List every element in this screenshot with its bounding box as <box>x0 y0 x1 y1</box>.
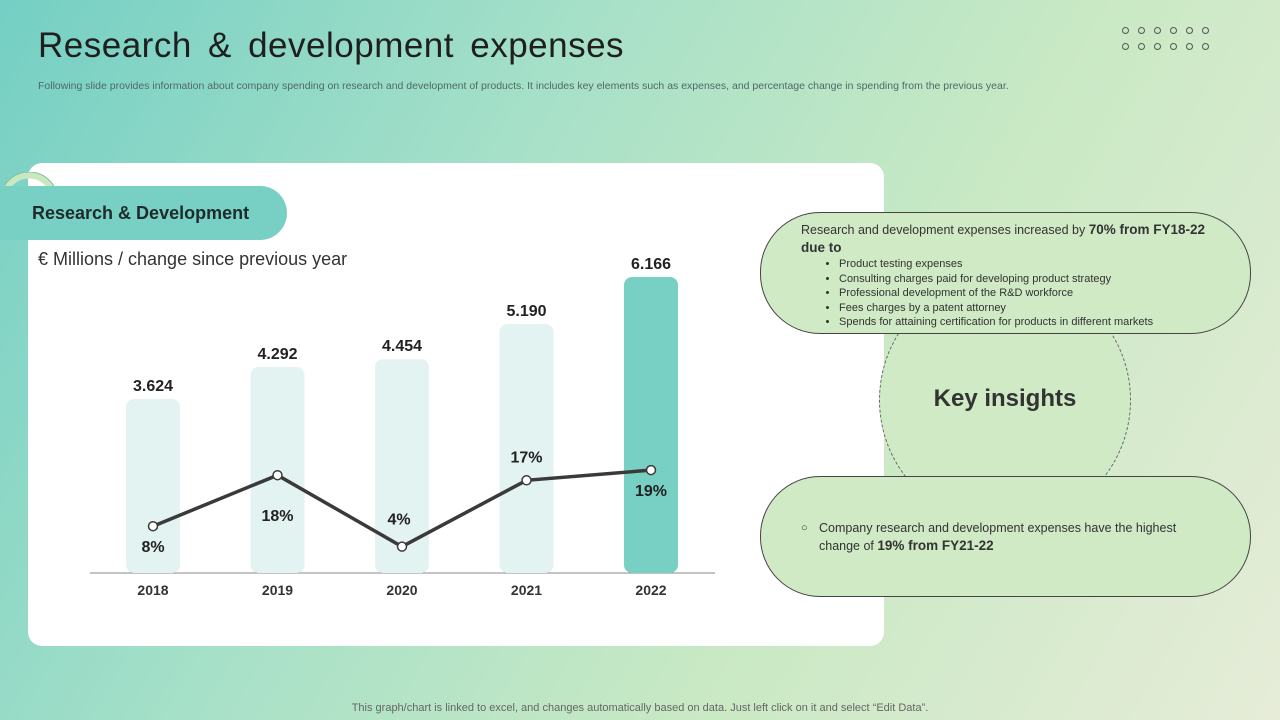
x-tick-label: 2019 <box>262 582 293 598</box>
insight-box-bottom: ○ Company research and development expen… <box>760 476 1251 597</box>
insight-box-top: Research and development expenses increa… <box>760 212 1251 334</box>
page-title: Research & development expenses <box>38 26 625 65</box>
x-tick-label: 2020 <box>386 582 417 598</box>
line-value-label: 4% <box>387 512 410 529</box>
bar-value-label: 4.454 <box>382 338 422 355</box>
line-point <box>147 520 159 532</box>
bar <box>126 399 180 573</box>
line-value-label: 8% <box>141 539 164 556</box>
insight-bullet-list: Product testing expenses Consulting char… <box>801 257 1210 330</box>
bar <box>375 359 429 573</box>
insight-lead: Research and development expenses increa… <box>801 222 1205 255</box>
bar-value-label: 3.624 <box>133 378 173 395</box>
insight-bullet: Professional development of the R&D work… <box>839 286 1210 301</box>
insight-bullet: Product testing expenses <box>839 257 1210 272</box>
line-point <box>396 541 408 552</box>
line-point <box>521 475 532 486</box>
line-point <box>272 469 283 481</box>
line-value-label: 18% <box>261 508 293 525</box>
x-tick-label: 2021 <box>511 582 542 598</box>
bar-value-label: 6.166 <box>631 256 671 273</box>
key-insights-title: Key insights <box>933 385 1077 412</box>
insight-bullet: Spends for attaining certification for p… <box>839 315 1210 330</box>
insight-bullet: Consulting charges paid for developing p… <box>839 272 1210 287</box>
insight-bullet: Fees charges by a patent attorney <box>839 301 1210 316</box>
line-point <box>645 464 657 476</box>
page-subtitle: Following slide provides information abo… <box>38 80 1009 92</box>
circle-bullet-icon: ○ <box>801 522 808 534</box>
section-label-text: Research & Development <box>32 202 250 223</box>
bar <box>499 323 554 573</box>
x-tick-label: 2018 <box>137 582 168 598</box>
bar-value-label: 5.190 <box>506 303 546 320</box>
footer-note: This graph/chart is linked to excel, and… <box>351 702 929 714</box>
line-value-label: 17% <box>510 449 542 466</box>
section-label: Research & Development <box>0 186 287 240</box>
bar-line-chart: 3.624 2018 4.292 2019 4.454 2020 5.190 2021 6.16… <box>90 256 715 598</box>
unit-label: € Millions / change since previous year <box>38 249 348 269</box>
bar-value-label: 4.292 <box>257 346 297 363</box>
bar <box>624 277 678 573</box>
line-value-label: 19% <box>635 483 667 500</box>
x-tick-label: 2022 <box>635 582 666 598</box>
decorative-dots <box>1122 27 1222 50</box>
insight-item: ○ Company research and development expen… <box>801 521 1177 553</box>
